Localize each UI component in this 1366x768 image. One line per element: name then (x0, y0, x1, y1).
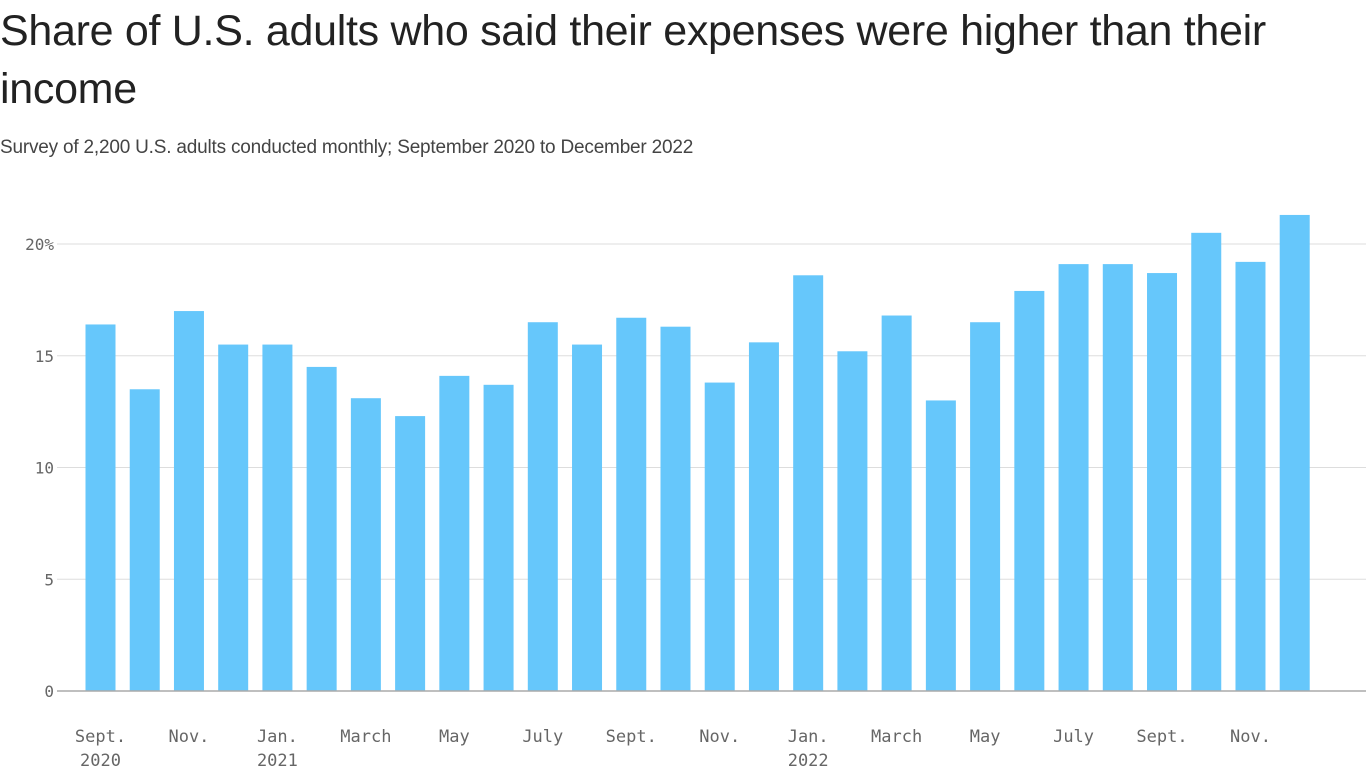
bar: May 2022: 16.5 (970, 322, 1001, 691)
bar: July 2021: 16.5 (527, 322, 558, 691)
bar: Sept. 2021: 16.7 (616, 317, 647, 691)
x-axis-ticks: Sept. 2020 Nov. Jan. 2021 March May July Sept. No… (75, 727, 1271, 768)
bar: Feb. 2022: 15.2 (837, 351, 868, 691)
x-tick-label: May (970, 727, 1001, 747)
bar: April 2021: 12.3 (395, 416, 426, 691)
bar: Oct. 2021: 16.3 (660, 326, 691, 691)
bar: Dec. 2022: 21.3 (1279, 214, 1310, 691)
bar: Dec. 2021: 15.6 (748, 342, 779, 691)
x-tick-year-label: 2021 (257, 751, 298, 768)
bar: March 2021: 13.1 (350, 398, 381, 691)
x-tick-label: Jan. (257, 727, 298, 747)
bar: Aug. 2022: 19.1 (1102, 264, 1133, 691)
bar: Sept. 2020: 16.4 (85, 324, 116, 691)
x-tick-label: Jan. (788, 727, 829, 747)
bar: Dec. 2020: 15.5 (218, 344, 249, 691)
bar: June 2022: 17.9 (1014, 290, 1045, 691)
x-tick-year-label: 2020 (80, 751, 121, 768)
bars: Sept. 2020: 16.4 Oct. 2020: 13.5 Nov. 2020… (57, 214, 1366, 692)
chart-title: Share of U.S. adults who said their expe… (0, 7, 1266, 113)
chart-subtitle: Survey of 2,200 U.S. adults conducted mo… (0, 137, 694, 158)
bar: Oct. 2020: 13.5 (129, 389, 160, 691)
y-tick-label: 0 (44, 682, 54, 701)
y-axis-ticks: 0 5 10 15 20% (25, 235, 54, 701)
x-tick-label: Sept. (1136, 727, 1187, 747)
bar: April 2022: 13 (925, 400, 956, 691)
x-tick-label: Nov. (699, 727, 740, 747)
bar: Jan. 2022: 18.6 (793, 275, 824, 691)
x-tick-label: March (340, 727, 391, 747)
x-tick-label: Sept. (75, 727, 126, 747)
x-tick-year-label: 2022 (788, 751, 829, 768)
bar: March 2022: 16.8 (881, 315, 912, 691)
x-tick-label: Nov. (168, 727, 209, 747)
bar: Oct. 2022: 20.5 (1191, 232, 1222, 691)
bar: Sept. 2022: 18.7 (1147, 273, 1178, 691)
x-tick-label: Sept. (606, 727, 657, 747)
x-tick-label: March (871, 727, 922, 747)
x-tick-label: July (1053, 727, 1094, 747)
x-tick-label: Nov. (1230, 727, 1271, 747)
x-tick-label: July (522, 727, 563, 747)
bar: Feb. 2021: 14.5 (306, 366, 337, 691)
y-tick-label: 5 (44, 570, 54, 589)
bar: Nov. 2021: 13.8 (704, 382, 735, 691)
y-tick-label: 20% (25, 235, 54, 254)
y-tick-label: 15 (35, 347, 54, 366)
bar: Jan. 2021: 15.5 (262, 344, 293, 691)
bar: July 2022: 19.1 (1058, 264, 1089, 691)
y-tick-label: 10 (35, 459, 54, 478)
bar: May 2021: 14.1 (439, 375, 470, 691)
bar: Aug. 2021: 15.5 (572, 344, 603, 691)
bar: Nov. 2022: 19.2 (1235, 261, 1266, 691)
bar: Nov. 2020: 17 (173, 311, 204, 691)
bar: June 2021: 13.7 (483, 384, 514, 691)
x-tick-label: May (439, 727, 470, 747)
